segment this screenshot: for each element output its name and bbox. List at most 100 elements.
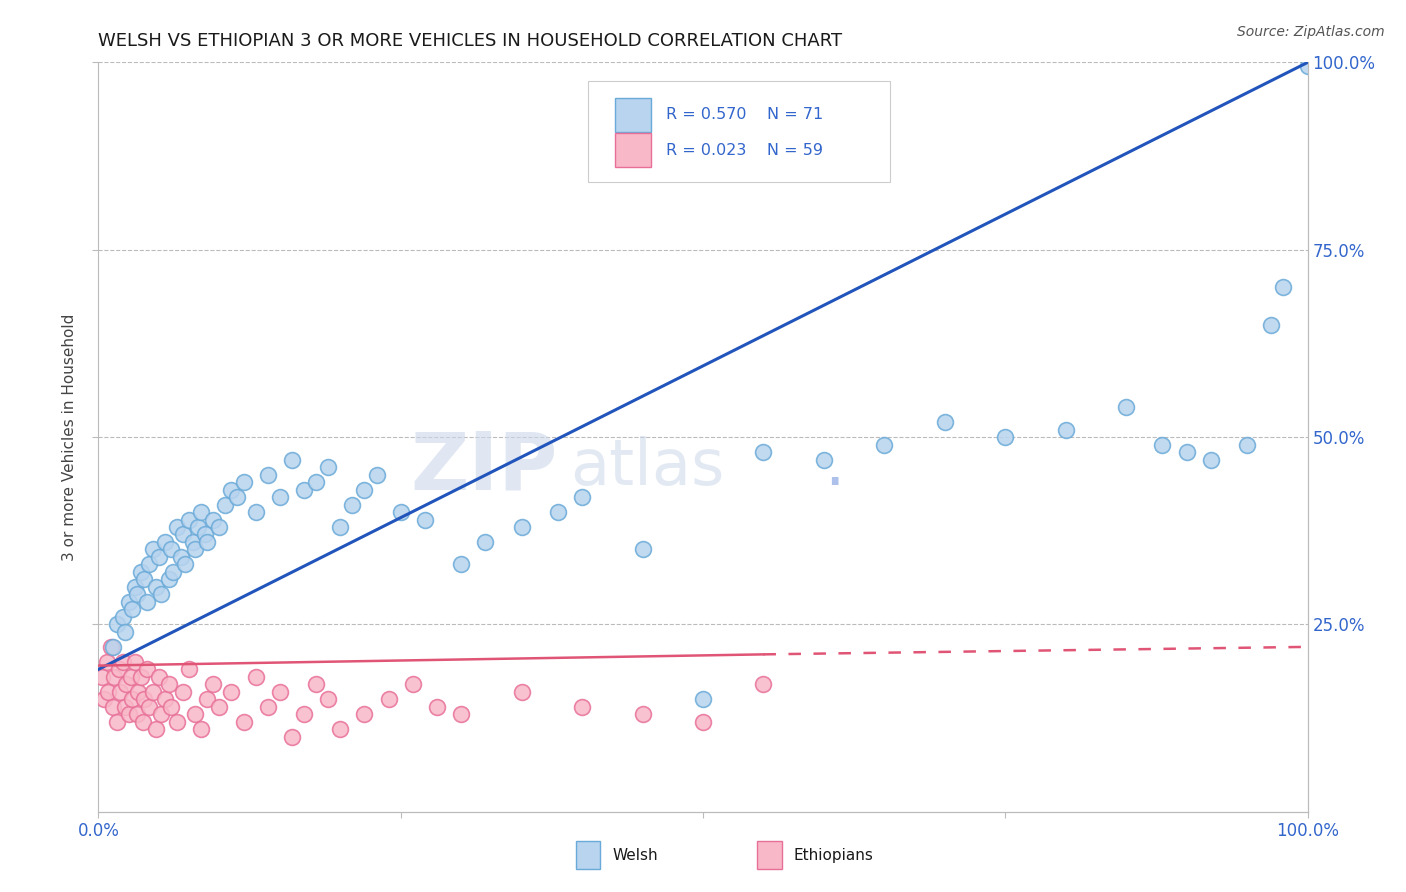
Text: R = 0.570    N = 71: R = 0.570 N = 71 <box>665 107 823 122</box>
Point <box>142 542 165 557</box>
Text: R = 0.023    N = 59: R = 0.023 N = 59 <box>665 143 823 158</box>
Text: Welsh: Welsh <box>613 847 658 863</box>
Point <box>221 685 243 699</box>
Point <box>138 558 160 572</box>
Point <box>208 520 231 534</box>
FancyBboxPatch shape <box>614 133 651 167</box>
Point <box>450 707 472 722</box>
Point <box>150 587 173 601</box>
Point <box>101 699 124 714</box>
Point <box>269 685 291 699</box>
FancyBboxPatch shape <box>576 841 600 870</box>
Point <box>208 699 231 714</box>
Y-axis label: 3 or more Vehicles in Household: 3 or more Vehicles in Household <box>62 313 77 561</box>
Point <box>377 692 399 706</box>
Point <box>108 662 131 676</box>
Point <box>150 707 173 722</box>
Point <box>413 512 436 526</box>
Point <box>105 617 128 632</box>
Point <box>179 662 201 676</box>
Point <box>226 490 249 504</box>
Point <box>329 723 352 737</box>
Point <box>214 498 236 512</box>
Point <box>132 714 155 729</box>
Point <box>873 437 896 451</box>
Point <box>194 527 217 541</box>
Point <box>195 535 218 549</box>
Point <box>342 498 364 512</box>
Point <box>1296 59 1319 73</box>
Point <box>329 520 352 534</box>
Point <box>402 677 425 691</box>
Point <box>127 587 149 601</box>
Point <box>127 685 149 699</box>
Point <box>190 723 212 737</box>
Point <box>1054 423 1077 437</box>
FancyBboxPatch shape <box>614 98 651 132</box>
Point <box>813 452 835 467</box>
Point <box>172 685 194 699</box>
Point <box>157 677 180 691</box>
Point <box>129 565 152 579</box>
Point <box>692 692 714 706</box>
Point <box>172 527 194 541</box>
Point <box>103 670 125 684</box>
Text: .: . <box>824 436 844 498</box>
Point <box>129 670 152 684</box>
Point <box>269 490 291 504</box>
Point <box>190 505 212 519</box>
Point <box>145 723 167 737</box>
Text: atlas: atlas <box>569 436 724 498</box>
Point <box>474 535 496 549</box>
Point <box>316 460 339 475</box>
Point <box>547 505 569 519</box>
Point <box>114 699 136 714</box>
Point <box>305 475 328 489</box>
Point <box>202 512 225 526</box>
Point <box>281 452 304 467</box>
Point <box>174 558 197 572</box>
Point <box>134 692 156 706</box>
Point <box>571 490 593 504</box>
FancyBboxPatch shape <box>588 81 890 182</box>
Point <box>202 677 225 691</box>
Point <box>148 549 170 564</box>
Point <box>135 595 157 609</box>
Point <box>353 707 375 722</box>
FancyBboxPatch shape <box>758 841 782 870</box>
Point <box>1175 445 1198 459</box>
Point <box>245 670 267 684</box>
Point <box>571 699 593 714</box>
Point <box>124 580 146 594</box>
Point <box>127 707 149 722</box>
Point <box>184 707 207 722</box>
Point <box>181 535 204 549</box>
Point <box>118 595 141 609</box>
Point <box>934 415 956 429</box>
Point <box>101 640 124 654</box>
Point <box>256 699 278 714</box>
Point <box>389 505 412 519</box>
Point <box>153 535 176 549</box>
Point <box>121 602 143 616</box>
Point <box>111 610 134 624</box>
Point <box>631 542 654 557</box>
Point <box>232 714 254 729</box>
Point <box>353 483 375 497</box>
Point <box>1236 437 1258 451</box>
Point <box>100 640 122 654</box>
Point <box>121 692 143 706</box>
Point <box>93 692 115 706</box>
Point <box>692 714 714 729</box>
Point <box>366 467 388 482</box>
Point <box>115 677 138 691</box>
Point <box>245 505 267 519</box>
Point <box>305 677 328 691</box>
Point <box>256 467 278 482</box>
Point <box>138 699 160 714</box>
Text: Source: ZipAtlas.com: Source: ZipAtlas.com <box>1237 25 1385 39</box>
Point <box>96 655 118 669</box>
Point <box>179 512 201 526</box>
Point <box>134 573 156 587</box>
Point <box>142 685 165 699</box>
